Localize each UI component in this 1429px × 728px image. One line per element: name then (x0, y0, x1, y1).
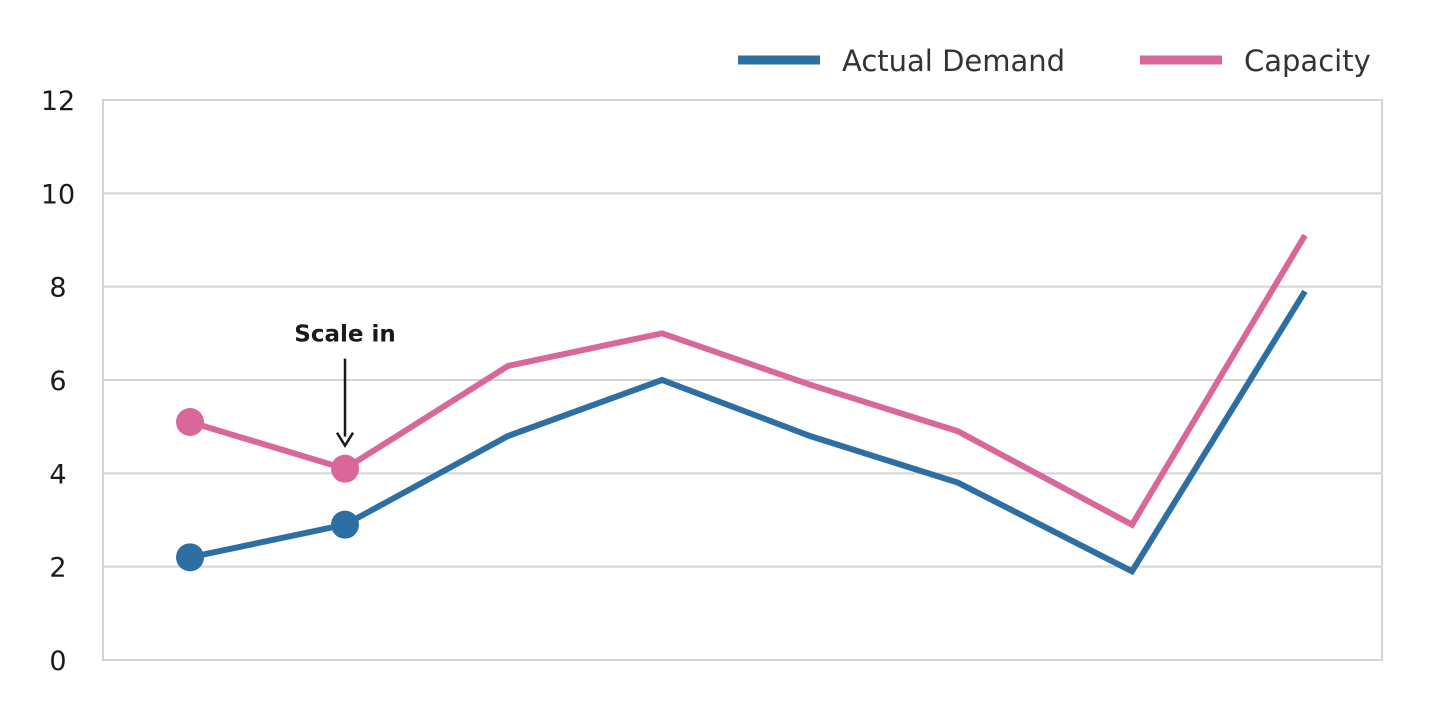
y-tick-label: 10 (41, 179, 75, 210)
y-axis-ticks: 0 2 4 6 8 10 12 (41, 86, 75, 677)
legend-label: Capacity (1244, 44, 1371, 78)
y-tick-label: 6 (49, 366, 66, 397)
series-lines (189, 233, 1308, 576)
y-tick-label: 0 (49, 646, 66, 677)
series-point-marker (331, 510, 359, 539)
series-point-marker (176, 543, 204, 572)
y-tick-label: 12 (41, 86, 75, 117)
series-line-capacity (189, 233, 1308, 529)
y-tick-label: 2 (49, 553, 66, 584)
annotation-arrow-head (335, 432, 355, 449)
series-markers (176, 408, 359, 572)
annotation-label: Scale in (294, 322, 395, 348)
series-point-marker (331, 454, 359, 483)
annotations: Scale in (294, 322, 396, 449)
series-line-actual-demand (189, 289, 1308, 576)
legend-label: Actual Demand (842, 44, 1065, 78)
legend: Actual Demand Capacity (738, 44, 1371, 78)
y-tick-label: 4 (49, 459, 66, 490)
series-point-marker (176, 408, 204, 436)
grid-lines (102, 99, 1383, 661)
y-tick-label: 8 (49, 273, 66, 304)
